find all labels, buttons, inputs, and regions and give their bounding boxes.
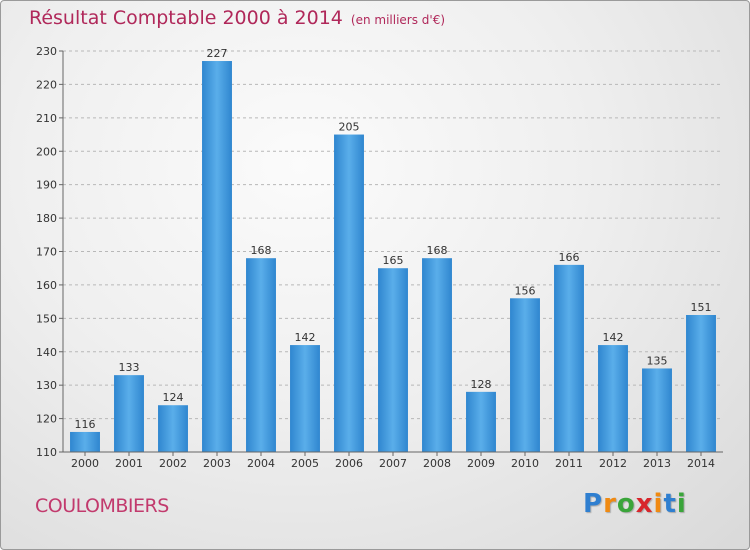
bar — [290, 345, 320, 452]
y-tick-label: 200 — [36, 145, 57, 158]
bar-value-label: 124 — [163, 391, 184, 404]
proxiti-logo: Proxiti — [583, 489, 687, 519]
bar — [510, 298, 540, 452]
y-tick-label: 180 — [36, 212, 57, 225]
x-tick-label: 2009 — [467, 457, 495, 470]
bar-value-label: 166 — [559, 251, 580, 264]
bar — [334, 134, 364, 452]
bar — [686, 314, 716, 452]
x-tick-label: 2012 — [599, 457, 627, 470]
bar-value-label: 156 — [515, 284, 536, 297]
x-tick-label: 2006 — [335, 457, 363, 470]
logo-letter: i — [653, 489, 664, 519]
bar — [598, 345, 628, 452]
bar — [466, 391, 496, 452]
bar — [202, 61, 232, 453]
y-tick-label: 230 — [36, 45, 57, 58]
y-tick-label: 210 — [36, 112, 57, 125]
title-text: Résultat Comptable 2000 à 2014 — [29, 7, 343, 29]
y-tick-label: 170 — [36, 246, 57, 259]
logo-letter: P — [583, 489, 604, 519]
bar-value-label: 142 — [603, 331, 624, 344]
y-tick-label: 110 — [36, 446, 57, 459]
y-tick-label: 150 — [36, 312, 57, 325]
bar-value-label: 168 — [427, 244, 448, 257]
bar-layer: 116 133 124 227 168 142 205 165 168 128 156 166 142 1… — [70, 47, 716, 453]
chart-title: Résultat Comptable 2000 à 2014 (en millie… — [29, 7, 445, 29]
bar — [378, 268, 408, 452]
bar — [246, 258, 276, 452]
x-tick-label: 2000 — [71, 457, 99, 470]
bar-value-label: 133 — [119, 361, 140, 374]
bar-value-label: 116 — [75, 418, 96, 431]
y-tick-label: 130 — [36, 379, 57, 392]
bar-value-label: 168 — [251, 244, 272, 257]
bar — [554, 264, 584, 452]
y-tick-label: 120 — [36, 413, 57, 426]
bar — [642, 368, 672, 452]
bar — [114, 375, 144, 452]
bar-value-label: 135 — [647, 354, 668, 367]
x-tick-label: 2011 — [555, 457, 583, 470]
bar-value-label: 227 — [207, 47, 228, 60]
y-tick-label: 220 — [36, 78, 57, 91]
x-tick-label: 2008 — [423, 457, 451, 470]
y-tick-label: 160 — [36, 279, 57, 292]
bar-value-label: 142 — [295, 331, 316, 344]
logo-letter: t — [663, 489, 677, 519]
x-tick-label: 2007 — [379, 457, 407, 470]
logo-letter: i — [676, 489, 687, 519]
x-tick-label: 2013 — [643, 457, 671, 470]
x-tick-label: 2002 — [159, 457, 187, 470]
y-tick-label: 190 — [36, 179, 57, 192]
axis-layer: 110 120 130 140 150 160 170 180 190 200 210 220 230 2… — [36, 45, 723, 470]
bar — [158, 405, 188, 452]
x-tick-label: 2004 — [247, 457, 275, 470]
bar-value-label: 128 — [471, 378, 492, 391]
chart-subtitle: (en milliers d'€) — [350, 13, 446, 27]
commune-name: COULOMBIERS — [35, 495, 169, 517]
logo-letter: x — [635, 489, 654, 519]
bar-value-label: 151 — [691, 301, 712, 314]
x-tick-label: 2003 — [203, 457, 231, 470]
y-tick-label: 140 — [36, 346, 57, 359]
logo-letter: r — [603, 489, 617, 519]
bar-value-label: 205 — [339, 121, 360, 134]
bar — [70, 431, 100, 452]
x-tick-label: 2001 — [115, 457, 143, 470]
bar — [422, 258, 452, 452]
logo-letter: o — [616, 489, 636, 519]
x-tick-label: 2014 — [687, 457, 715, 470]
x-tick-label: 2010 — [511, 457, 539, 470]
bar-value-label: 165 — [383, 254, 404, 267]
x-tick-label: 2005 — [291, 457, 319, 470]
